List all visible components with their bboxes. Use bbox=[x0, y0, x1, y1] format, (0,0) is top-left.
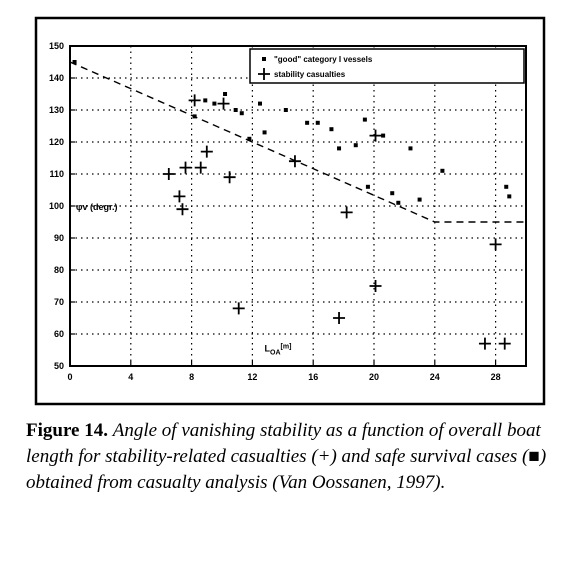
casualty-point bbox=[333, 312, 346, 324]
caption-text: Angle of vanishing stability as a functi… bbox=[26, 420, 547, 493]
y-tick-label: 50 bbox=[54, 361, 64, 371]
casualty-point bbox=[179, 161, 192, 174]
casualty-point bbox=[369, 129, 382, 142]
good-vessel-point bbox=[315, 120, 320, 125]
casualty-point bbox=[288, 155, 301, 168]
good-vessel-point bbox=[417, 197, 422, 202]
good-vessel-point bbox=[408, 146, 413, 151]
good-vessel-point bbox=[72, 60, 77, 64]
y-tick-label: 100 bbox=[49, 201, 64, 211]
good-vessel-point bbox=[381, 133, 386, 138]
casualty-point bbox=[232, 302, 245, 315]
casualty-point bbox=[162, 168, 175, 180]
x-tick-label: 28 bbox=[491, 372, 501, 382]
plot-layer: 50 60 70 80 90 100 110 120 130 140 150 0 4 8 12 16 20 24 2… bbox=[49, 41, 527, 382]
x-tick-label: 8 bbox=[189, 372, 194, 382]
legend-plus-marker bbox=[258, 68, 270, 80]
good-vessel-point bbox=[305, 120, 310, 125]
good-vessel-point bbox=[233, 108, 238, 112]
casualty-point bbox=[194, 161, 207, 174]
legend-square-marker bbox=[262, 57, 266, 61]
legend-label-casualties: stability casualties bbox=[274, 70, 346, 79]
good-vessel-point bbox=[337, 146, 342, 151]
good-vessel-point bbox=[507, 194, 512, 199]
casualty-point bbox=[200, 145, 213, 158]
casualty-point bbox=[188, 94, 201, 107]
x-tick-label: 12 bbox=[247, 372, 257, 382]
y-tick-label: 120 bbox=[49, 137, 64, 147]
y-tick-label: 60 bbox=[54, 329, 64, 339]
casualty-point bbox=[478, 337, 491, 350]
x-tick-label: 16 bbox=[308, 372, 318, 382]
casualty-point bbox=[173, 190, 186, 203]
good-vessel-point bbox=[504, 184, 509, 189]
good-vessel-point bbox=[203, 98, 208, 103]
casualty-point bbox=[369, 280, 382, 292]
casualty-point bbox=[340, 206, 353, 219]
good-vessel-point bbox=[262, 130, 267, 135]
figure-caption: Figure 14. Angle of vanishing stability … bbox=[26, 418, 556, 496]
x-tick-label: 4 bbox=[128, 372, 133, 382]
casualty-point bbox=[176, 203, 189, 216]
good-vessel-point bbox=[390, 191, 395, 196]
good-vessel-point bbox=[247, 136, 252, 141]
caption-label: Figure 14. bbox=[26, 420, 108, 441]
trend-line bbox=[69, 61, 526, 223]
chart-svg: 50 60 70 80 90 100 110 120 130 140 150 0 4 8 12 16 20 24 2… bbox=[34, 16, 546, 406]
good-vessel-point bbox=[440, 168, 445, 173]
casualty-point bbox=[489, 238, 502, 251]
good-vessel-point bbox=[212, 101, 217, 106]
y-axis-label: φv (degr.) bbox=[76, 202, 117, 212]
y-tick-label: 150 bbox=[49, 41, 64, 51]
casualty-point bbox=[498, 337, 511, 350]
scatter-chart: 50 60 70 80 90 100 110 120 130 140 150 0 4 8 12 16 20 24 2… bbox=[34, 16, 546, 406]
good-vessel-point bbox=[365, 184, 370, 189]
casualty-point bbox=[223, 171, 236, 184]
good-vessel-point bbox=[223, 92, 228, 96]
y-tick-label: 90 bbox=[54, 233, 64, 243]
x-tick-label: 0 bbox=[67, 372, 72, 382]
good-vessel-point bbox=[362, 117, 367, 122]
y-tick-label: 140 bbox=[49, 73, 64, 83]
good-vessel-point bbox=[329, 127, 334, 132]
good-vessel-point bbox=[353, 143, 358, 148]
legend-label-good: "good" category I vessels bbox=[274, 55, 373, 64]
casualty-point bbox=[217, 97, 230, 110]
y-tick-label: 80 bbox=[54, 265, 64, 275]
y-tick-label: 70 bbox=[54, 297, 64, 307]
x-axis-label: LOA[m] bbox=[265, 344, 292, 357]
good-vessel-point bbox=[258, 101, 262, 106]
good-vessel-point bbox=[283, 108, 288, 112]
y-tick-label: 130 bbox=[49, 105, 64, 115]
x-tick-label: 24 bbox=[430, 372, 440, 382]
y-tick-label: 110 bbox=[49, 169, 64, 179]
legend-box bbox=[249, 48, 525, 84]
good-vessel-point bbox=[192, 114, 197, 119]
good-vessel-point bbox=[396, 200, 401, 205]
good-vessel-point bbox=[239, 111, 244, 116]
x-tick-label: 20 bbox=[369, 372, 379, 382]
